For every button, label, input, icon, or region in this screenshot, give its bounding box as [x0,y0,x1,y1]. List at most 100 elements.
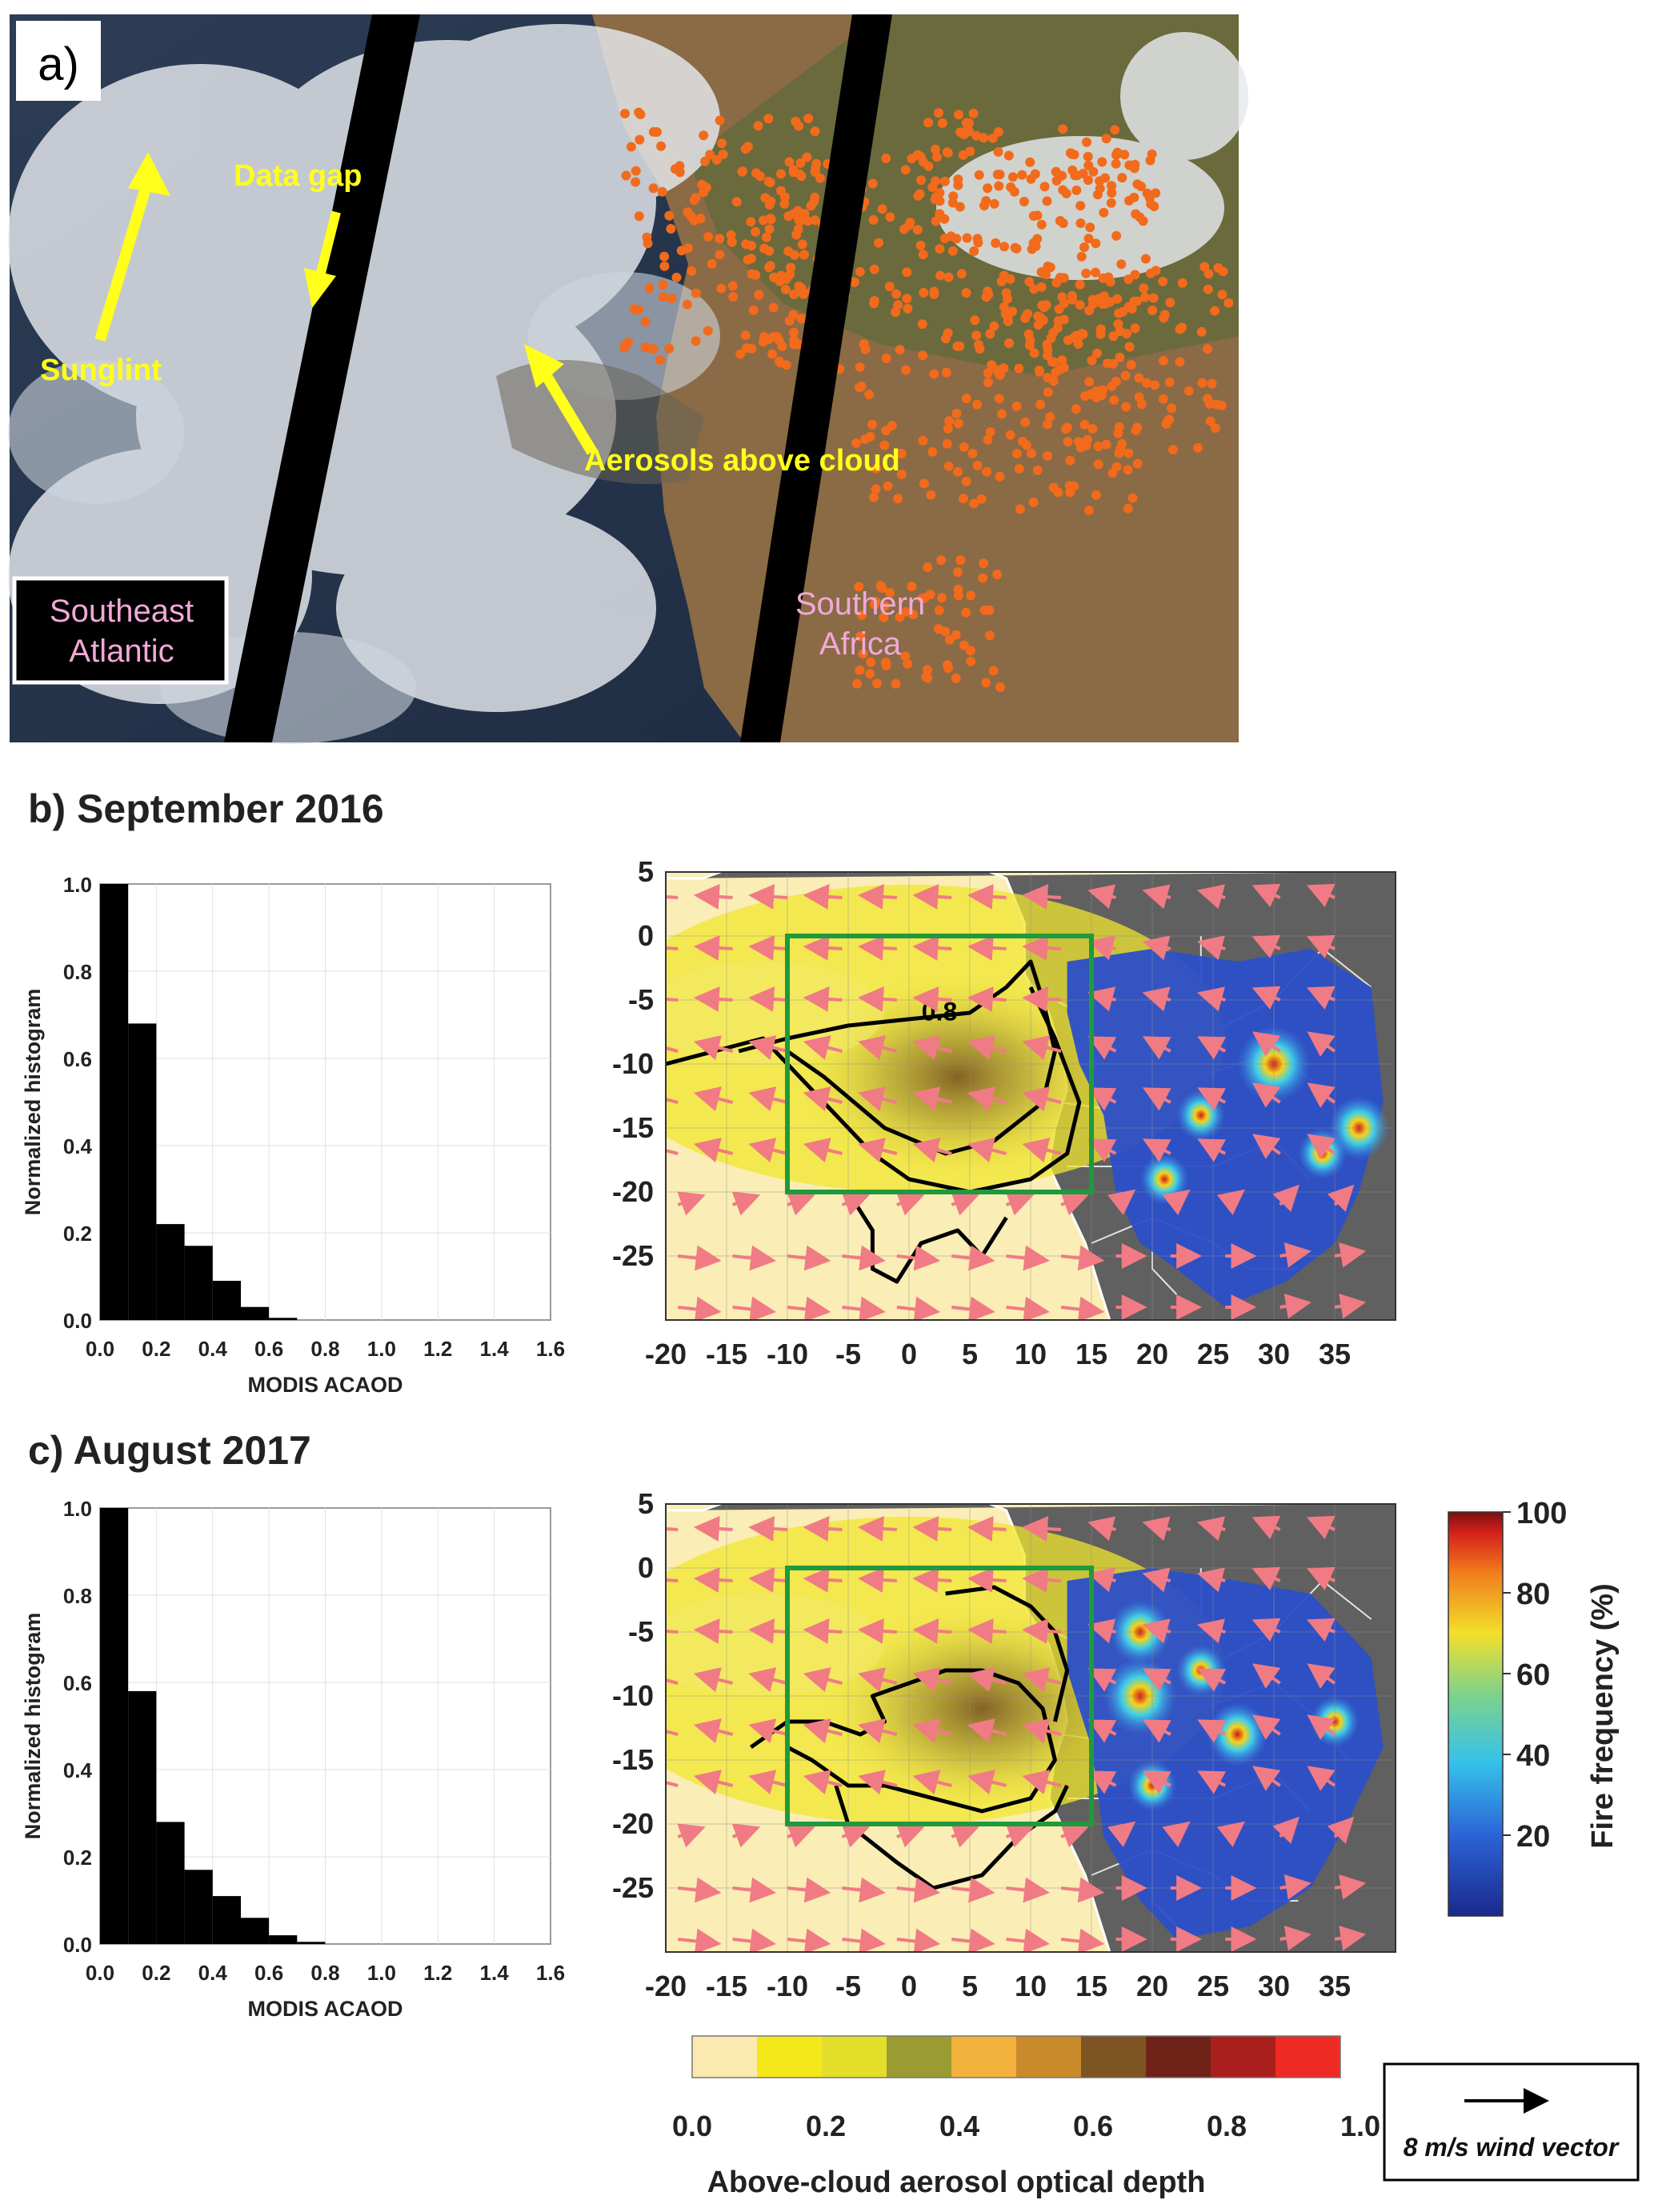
wind-vector [1022,1667,1062,1693]
wind-vector [666,1527,679,1531]
map-x-tick: 10 [1015,1970,1047,2002]
arrow-left-up-icon [524,344,564,388]
wind-vector [1252,1766,1281,1791]
histogram-y-tick: 0.0 [63,1933,92,1957]
histogram-x-tick: 0.6 [254,1337,283,1361]
fire-point [1146,199,1156,210]
fire-point [621,170,631,181]
fire-point [1123,465,1133,475]
fire-point [1057,170,1067,181]
map-x-tick: 5 [962,1338,978,1370]
fire-point [916,175,927,186]
fire-point [989,198,999,209]
fire-point [961,476,971,486]
wind-vector [1142,1770,1171,1794]
fire-point [1092,348,1102,358]
fire-colorbar-tick-label: 80 [1516,1578,1550,1611]
aod-colorbar-swatch [1276,2036,1341,2078]
wind-vector [748,1138,788,1163]
fire-point [741,343,751,354]
wind-vector [967,1035,1007,1061]
fire-point [751,226,761,237]
wind-vector [787,1877,831,1903]
fire-point [919,478,929,489]
fire-point [1113,319,1123,330]
wind-vector [1060,1928,1105,1952]
fire-point [931,216,941,226]
fire-point [1111,150,1121,160]
fire-point [941,334,951,344]
map-x-tick: -10 [767,1338,808,1370]
fire-point [1024,277,1035,287]
fire-point [1095,183,1105,194]
fire-point [1132,458,1143,469]
map-y-tick: -10 [612,1047,654,1080]
fire-point [1203,394,1212,404]
fire-point [1217,290,1227,300]
fire-point [929,286,939,297]
wind-vector [951,1245,995,1271]
fire-point [1084,306,1094,316]
fire-point [746,217,756,227]
histogram-x-tick: 1.0 [367,1337,396,1361]
fire-point [915,240,926,250]
fire-point [1014,463,1024,474]
wind-vector [1087,1618,1116,1644]
fire-point [965,146,975,157]
wind-vector [1280,1242,1312,1268]
wind-vector [1060,1296,1105,1320]
aod-colorbar-frame [691,2035,1341,2078]
fire-point [1183,386,1194,396]
wind-vector [803,883,843,910]
wind-vector [677,1928,722,1952]
fire-point [864,390,875,400]
wind-vector [666,1086,679,1112]
wind-vector [951,1296,995,1320]
histogram-y-tick: 0.8 [63,1584,92,1608]
wind-vector [1252,1134,1281,1159]
fire-point [881,353,891,363]
wind-vector [677,1823,706,1848]
map-y-tick: -25 [612,1239,654,1272]
fire-point [879,440,890,450]
map-y-tick: -15 [612,1111,654,1144]
fire-point [1023,329,1034,339]
fire-point [917,319,927,330]
wind-vector [732,1296,776,1320]
wind-vector [1306,1515,1336,1540]
wind-vector [787,1928,831,1952]
wind-vector [1087,986,1116,1012]
wind-vector [693,1718,734,1744]
fire-point [901,365,911,375]
fire-point [1117,173,1127,183]
fire-point [791,230,802,240]
fire-point [748,305,759,315]
fire-point [1123,302,1134,312]
map-x-tick: 0 [901,1970,917,2002]
wind-vector [1252,1082,1281,1108]
fire-point [967,449,978,458]
fire-point [1093,459,1103,470]
wind-vector [1280,1293,1312,1319]
wind-vector [1306,1618,1336,1642]
fire-point [711,154,722,165]
fire-point [919,287,929,298]
fire-point [1138,216,1148,226]
fire-point [797,239,807,250]
fire-point [1019,197,1029,206]
fire-point [809,197,819,206]
fire-point [948,191,959,202]
histogram-x-label: MODIS ACAOD [248,1997,403,2021]
fire-point [953,180,963,190]
wind-vector [1087,1668,1117,1692]
fire-point [935,209,945,219]
annotation-data-gap: Data gap [234,159,362,193]
fire-point [1065,148,1075,158]
aod-colorbar-tick-label: 0.8 [1207,2110,1247,2142]
wind-vector [1307,1134,1336,1159]
fire-point [1124,195,1134,206]
fire-point [983,289,993,299]
fire-point [1103,358,1113,369]
fire-point [891,678,901,689]
fire-point [1099,207,1109,218]
